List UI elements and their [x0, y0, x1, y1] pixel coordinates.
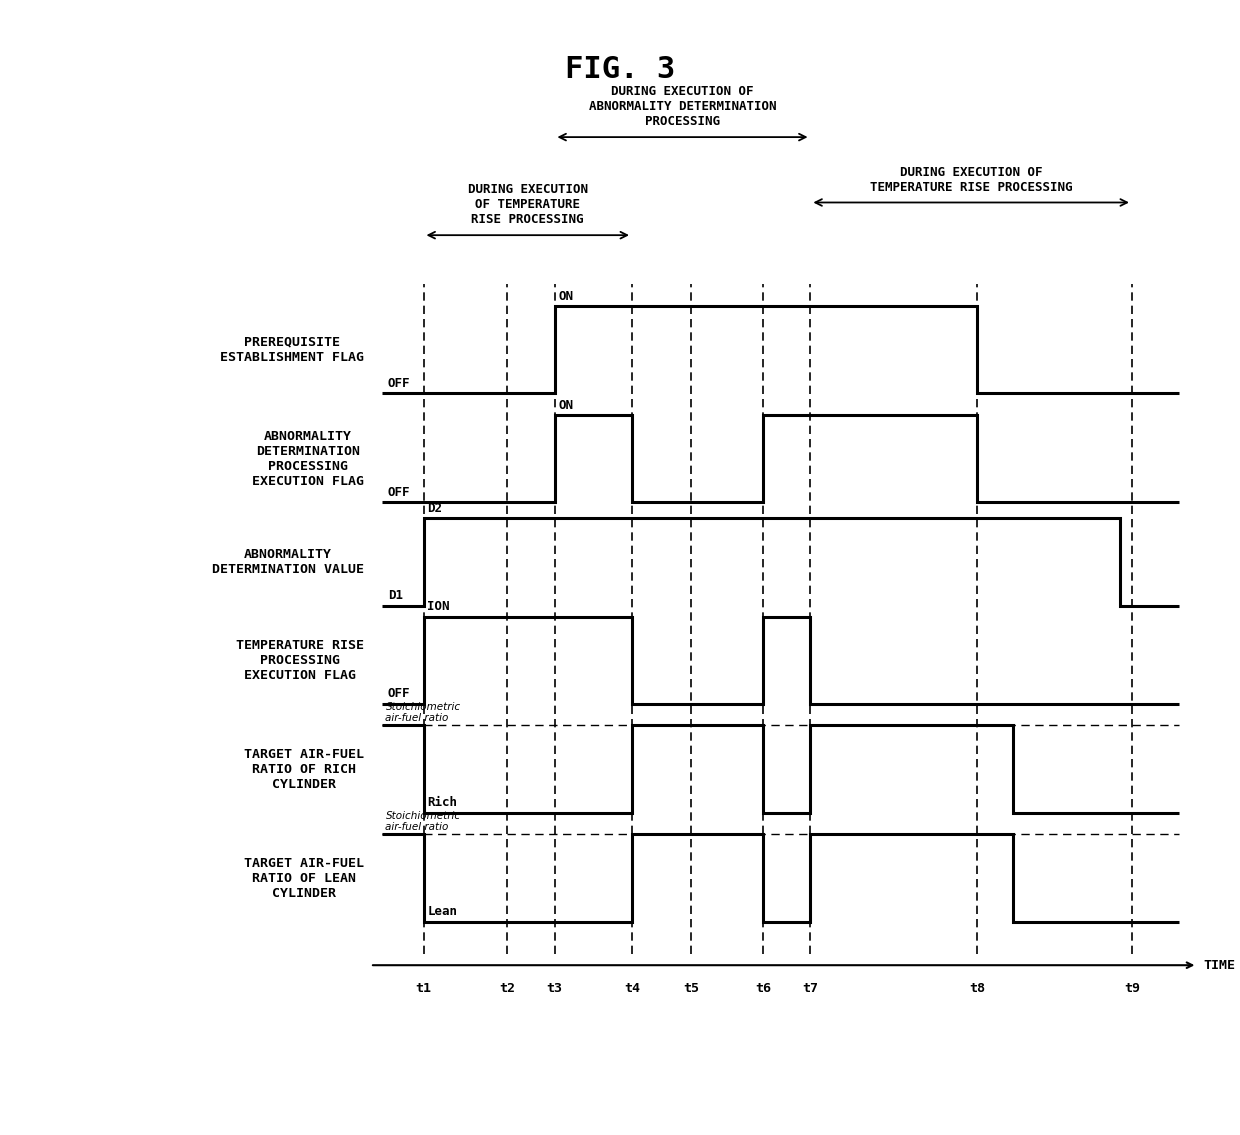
Text: Stoichiometric
air-fuel ratio: Stoichiometric air-fuel ratio — [386, 810, 460, 832]
Text: TARGET AIR-FUEL
RATIO OF RICH
CYLINDER: TARGET AIR-FUEL RATIO OF RICH CYLINDER — [244, 748, 365, 791]
Text: D2: D2 — [427, 502, 443, 515]
Text: DURING EXECUTION OF
ABNORMALITY DETERMINATION
PROCESSING: DURING EXECUTION OF ABNORMALITY DETERMIN… — [589, 85, 776, 128]
Text: TEMPERATURE RISE
PROCESSING
EXECUTION FLAG: TEMPERATURE RISE PROCESSING EXECUTION FL… — [236, 639, 365, 682]
Text: t6: t6 — [755, 982, 771, 994]
Text: t9: t9 — [1123, 982, 1140, 994]
Text: t1: t1 — [415, 982, 432, 994]
Text: t2: t2 — [498, 982, 515, 994]
Text: t4: t4 — [624, 982, 640, 994]
Text: OFF: OFF — [388, 486, 410, 499]
Text: ION: ION — [427, 600, 450, 613]
Text: DURING EXECUTION OF
TEMPERATURE RISE PROCESSING: DURING EXECUTION OF TEMPERATURE RISE PRO… — [870, 166, 1073, 194]
Text: FIG. 3: FIG. 3 — [565, 56, 675, 84]
Text: Stoichiometric
air-fuel ratio: Stoichiometric air-fuel ratio — [386, 701, 460, 723]
Text: ON: ON — [558, 398, 573, 412]
Text: ABNORMALITY
DETERMINATION
PROCESSING
EXECUTION FLAG: ABNORMALITY DETERMINATION PROCESSING EXE… — [252, 429, 365, 488]
Text: PREREQUISITE
ESTABLISHMENT FLAG: PREREQUISITE ESTABLISHMENT FLAG — [219, 336, 365, 363]
Text: ABNORMALITY
DETERMINATION VALUE: ABNORMALITY DETERMINATION VALUE — [212, 548, 365, 577]
Text: DURING EXECUTION
OF TEMPERATURE
RISE PROCESSING: DURING EXECUTION OF TEMPERATURE RISE PRO… — [467, 184, 588, 227]
Text: D1: D1 — [388, 589, 403, 603]
Text: TIME: TIME — [1203, 959, 1235, 972]
Text: OFF: OFF — [388, 377, 410, 390]
Text: t3: t3 — [547, 982, 563, 994]
Text: ON: ON — [558, 289, 573, 303]
Text: t8: t8 — [970, 982, 985, 994]
Text: TARGET AIR-FUEL
RATIO OF LEAN
CYLINDER: TARGET AIR-FUEL RATIO OF LEAN CYLINDER — [244, 857, 365, 900]
Text: t5: t5 — [683, 982, 699, 994]
Text: Lean: Lean — [427, 906, 458, 918]
Text: OFF: OFF — [388, 688, 410, 700]
Text: Rich: Rich — [427, 797, 458, 809]
Text: t7: t7 — [802, 982, 818, 994]
